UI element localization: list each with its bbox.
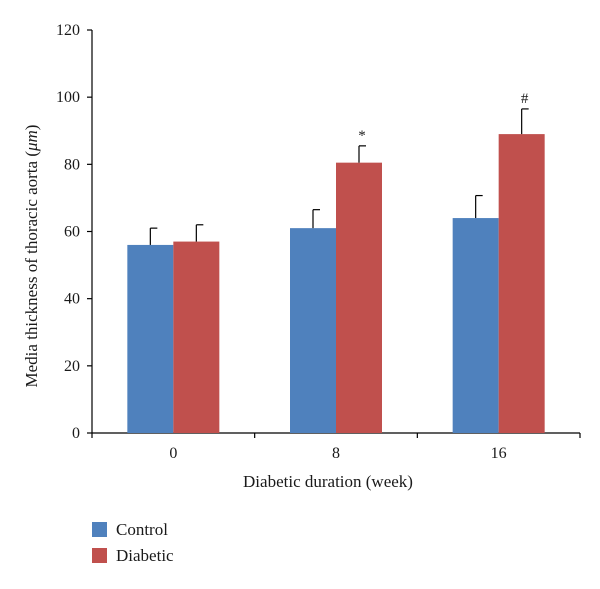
legend-swatch-diabetic <box>92 548 107 563</box>
bar-diabetic <box>336 162 382 433</box>
y-tick-label: 100 <box>56 89 80 106</box>
bar-control <box>452 218 499 433</box>
y-tick-label: 80 <box>64 156 80 173</box>
significance-mark: # <box>521 91 529 107</box>
legend-label-control: Control <box>116 520 168 539</box>
bar-diabetic <box>173 241 220 433</box>
x-axis-ticks: 0 8 16 <box>91 433 581 462</box>
bar-control <box>127 244 174 433</box>
y-tick-label: 60 <box>64 224 80 241</box>
y-axis-ticks: 0 20 40 60 80 100 120 <box>56 22 92 442</box>
bar-diabetic <box>498 134 545 433</box>
bar-control <box>290 228 336 433</box>
y-axis-label: Media thickness of thoracic aorta (μm) <box>22 125 41 388</box>
y-tick-label: 0 <box>72 425 80 442</box>
y-tick-label: 120 <box>56 22 80 39</box>
bars-group: *# <box>127 91 545 433</box>
x-tick-label: 8 <box>332 445 340 462</box>
legend-label-diabetic: Diabetic <box>116 546 174 565</box>
x-tick-label: 0 <box>169 445 177 462</box>
legend: Control Diabetic <box>92 520 174 565</box>
significance-mark: * <box>358 128 366 144</box>
y-tick-label: 40 <box>64 291 80 308</box>
x-tick-label: 16 <box>491 445 507 462</box>
x-axis-label: Diabetic duration (week) <box>243 472 413 491</box>
y-tick-label: 20 <box>64 358 80 375</box>
legend-swatch-control <box>92 522 107 537</box>
